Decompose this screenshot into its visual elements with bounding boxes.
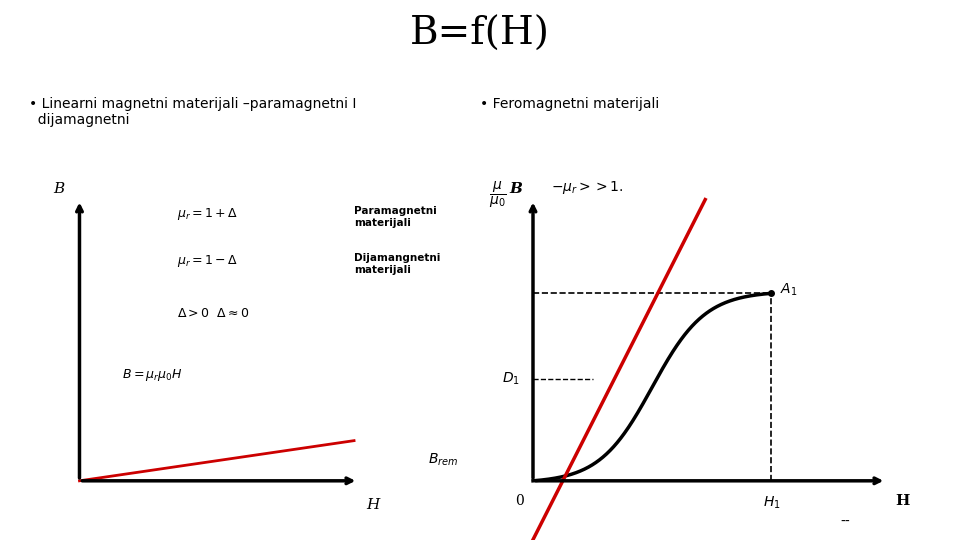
- Text: $\mu_r = 1 - \Delta$: $\mu_r = 1 - \Delta$: [177, 253, 238, 269]
- Text: $\mu_r = 1 + \Delta$: $\mu_r = 1 + \Delta$: [177, 206, 238, 222]
- Text: $B = \mu_r \mu_0 H$: $B = \mu_r \mu_0 H$: [122, 367, 182, 383]
- Text: B=f(H): B=f(H): [410, 16, 550, 53]
- Text: --: --: [840, 515, 850, 529]
- Text: B: B: [509, 182, 522, 196]
- Text: $\dfrac{\mu}{\mu_0}$: $\dfrac{\mu}{\mu_0}$: [489, 179, 507, 210]
- Text: $A_1$: $A_1$: [780, 282, 798, 298]
- Text: B: B: [53, 182, 64, 196]
- Text: Dijamangnetni
materijali: Dijamangnetni materijali: [354, 253, 441, 275]
- Text: • Linearni magnetni materijali –paramagnetni I
  dijamagnetni: • Linearni magnetni materijali –paramagn…: [29, 97, 356, 127]
- Text: $H_1$: $H_1$: [762, 494, 780, 511]
- Text: $D_1$: $D_1$: [502, 371, 519, 387]
- Text: • Feromagnetni materijali: • Feromagnetni materijali: [480, 97, 660, 111]
- Text: H: H: [895, 494, 909, 508]
- Text: H: H: [367, 497, 380, 511]
- Text: $B_{rem}$: $B_{rem}$: [427, 451, 458, 468]
- Text: 0: 0: [516, 494, 524, 508]
- Text: Paramagnetni
materijali: Paramagnetni materijali: [354, 206, 437, 228]
- Text: $\Delta > 0 \ \ \Delta \approx 0$: $\Delta > 0 \ \ \Delta \approx 0$: [177, 307, 250, 320]
- Text: $-\mu_r >> 1.$: $-\mu_r >> 1.$: [551, 179, 623, 197]
